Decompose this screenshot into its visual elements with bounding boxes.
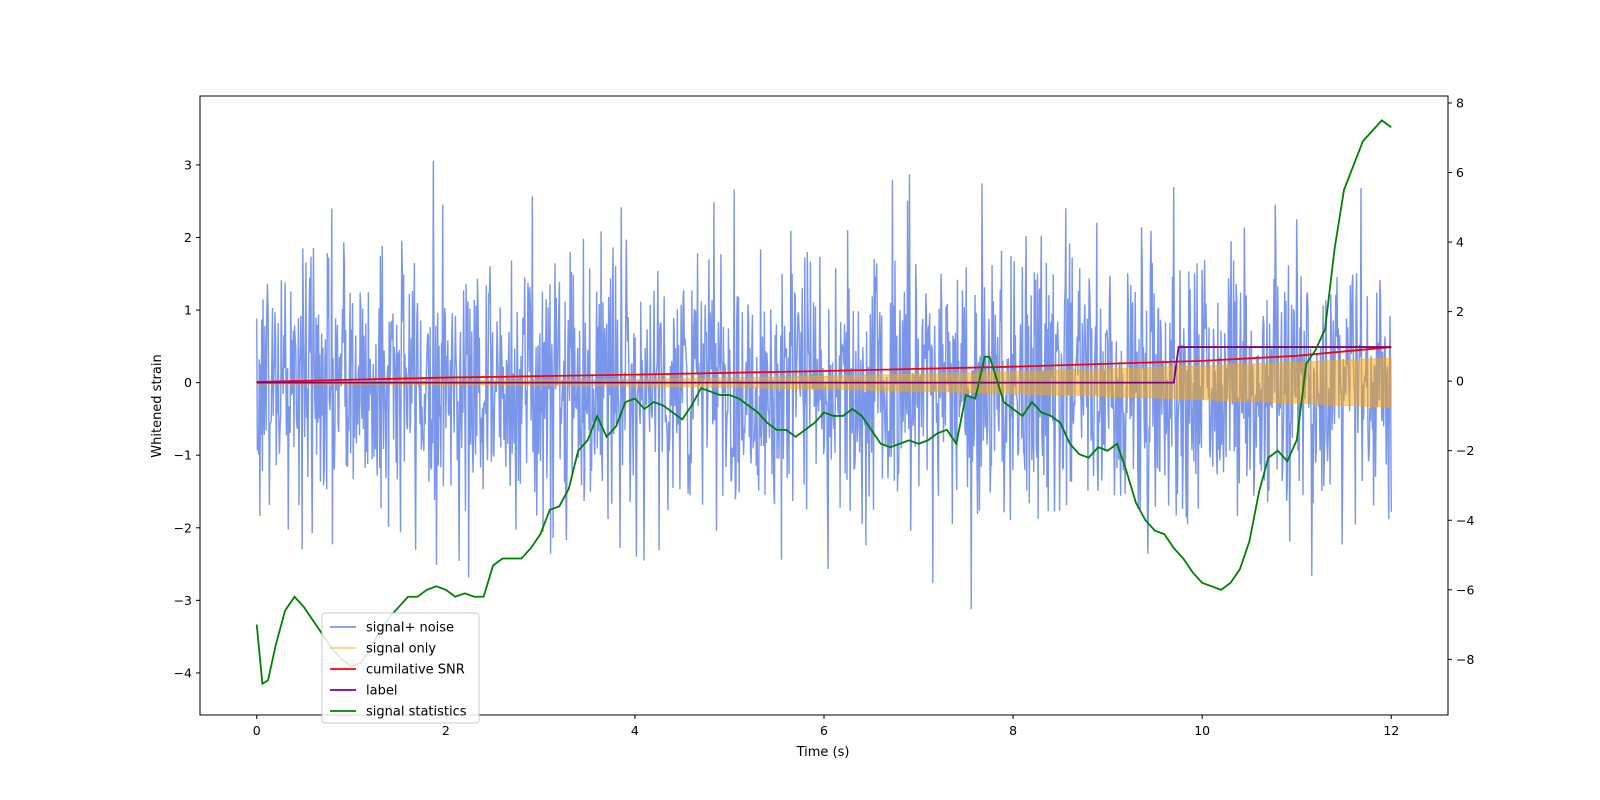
x-tick-label: 2: [442, 723, 450, 738]
y2-tick-label: −4: [1456, 513, 1474, 528]
y-tick-label: 2: [184, 230, 192, 245]
y2-tick-label: 0: [1456, 374, 1464, 389]
x-tick-label: 10: [1194, 723, 1210, 738]
legend: signal+ noise signal only cumilative SNR la…: [321, 612, 480, 724]
y-axis-right: −8 −6 −4 −2 0 2 4 6 8: [1448, 95, 1474, 667]
y2-tick-label: 6: [1456, 165, 1464, 180]
legend-entry-label: signal+ noise: [366, 621, 454, 636]
x-tick-label: 0: [253, 723, 261, 738]
x-tick-label: 6: [820, 723, 828, 738]
y2-tick-label: −8: [1456, 652, 1474, 667]
y-tick-label: 3: [184, 157, 192, 172]
y-tick-label: −3: [174, 593, 192, 608]
y-tick-label: −4: [174, 665, 192, 680]
y-axis-left: −4 −3 −2 −1 0 1 2 3: [174, 157, 200, 680]
x-tick-label: 8: [1009, 723, 1017, 738]
y2-tick-label: 2: [1456, 304, 1464, 319]
x-tick-label: 4: [631, 723, 639, 738]
y-tick-label: 0: [184, 375, 192, 390]
series-signal-statistics: [255, 119, 1392, 686]
x-tick-label: 12: [1383, 723, 1399, 738]
y-axis-label: Whitened strain: [150, 354, 165, 457]
series-label: [256, 346, 1392, 384]
y-tick-label: −2: [174, 520, 192, 535]
y2-tick-label: 4: [1456, 235, 1464, 250]
legend-box: [321, 612, 480, 724]
y-tick-label: −1: [174, 448, 192, 463]
y2-tick-label: −6: [1456, 582, 1474, 597]
series-layer: [255, 119, 1392, 686]
y2-tick-label: 8: [1456, 95, 1464, 110]
series-cumilative-snr: [256, 346, 1392, 383]
y-tick-label: 1: [184, 303, 192, 318]
legend-entry-label: cumilative SNR: [366, 663, 465, 678]
legend-entry-label: label: [366, 684, 397, 699]
y2-tick-label: −2: [1456, 443, 1474, 458]
legend-entry-label: signal only: [366, 642, 436, 657]
legend-entry-label: signal statistics: [366, 705, 467, 720]
series-signal-plus-noise: [256, 160, 1392, 610]
x-axis-label: Time (s): [796, 745, 850, 760]
